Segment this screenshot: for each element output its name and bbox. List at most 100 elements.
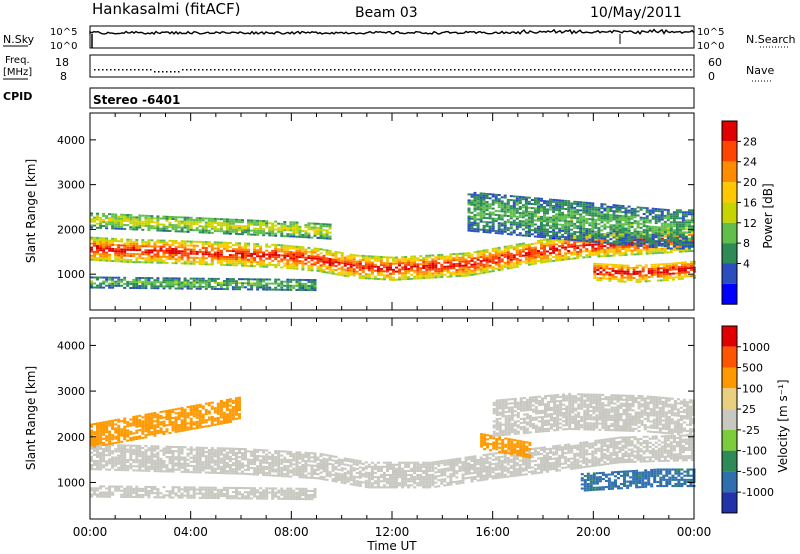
nave-tick-top: 60 [708, 56, 722, 69]
heatmap-cell [216, 288, 220, 290]
heatmap-cell [123, 448, 127, 451]
heatmap-cell [458, 274, 462, 277]
heatmap-cell [247, 258, 250, 261]
heatmap-cell [558, 211, 562, 214]
heatmap-cell [204, 287, 208, 290]
heatmap-cell [150, 455, 154, 458]
heatmap-cell [367, 275, 371, 278]
heatmap-cell [138, 216, 142, 219]
heatmap-cell [582, 223, 586, 226]
freq-dot [370, 69, 372, 71]
heatmap-cell [96, 276, 99, 279]
heatmap-cell [597, 208, 601, 211]
heatmap-cell [549, 216, 552, 219]
heatmap-cell [521, 234, 525, 237]
heatmap-cell [470, 265, 474, 268]
heatmap-cell [343, 258, 347, 261]
heatmap-cell [292, 286, 296, 289]
heatmap-cell [129, 220, 133, 223]
heatmap-cell [443, 265, 447, 268]
heatmap-cell [681, 250, 685, 253]
freq-dot [374, 69, 376, 71]
heatmap-cell [621, 205, 625, 208]
heatmap-cell [573, 200, 577, 203]
heatmap-cell [621, 239, 625, 242]
heatmap-cell [552, 204, 556, 207]
heatmap-cell [379, 270, 383, 273]
heatmap-cell [585, 230, 589, 232]
heatmap-cell [147, 253, 151, 256]
heatmap-cell [126, 280, 130, 283]
heatmap-cell [648, 211, 652, 214]
heatmap-cell [111, 460, 115, 463]
heatmap-cell [253, 265, 257, 268]
heatmap-cell [340, 254, 344, 257]
heatmap-cell [177, 226, 181, 229]
heatmap-cell [576, 219, 580, 222]
heatmap-cell [307, 222, 311, 225]
heatmap-cell [210, 255, 214, 258]
heatmap-cell [210, 247, 214, 250]
heatmap-cell [627, 235, 631, 238]
heatmap-cell [123, 446, 127, 449]
heatmap-cell [543, 232, 546, 235]
heatmap-cell [135, 457, 139, 460]
heatmap-cell [497, 194, 501, 196]
heatmap-cell [310, 257, 314, 260]
heatmap-cell [186, 279, 190, 282]
heatmap-cell [250, 278, 254, 281]
heatmap-cell [280, 244, 284, 247]
heatmap-cell [307, 246, 311, 249]
heatmap-cell [434, 276, 438, 279]
heatmap-cell [612, 242, 616, 245]
heatmap-cell [636, 234, 640, 237]
heatmap-cell [222, 224, 226, 227]
heatmap-cell [111, 221, 115, 224]
heatmap-cell [606, 235, 610, 238]
heatmap-cell [488, 252, 492, 255]
heatmap-cell [364, 255, 368, 258]
heatmap-cell [250, 233, 254, 236]
heatmap-cell [102, 241, 106, 244]
heatmap-cell [512, 209, 516, 212]
heatmap-cell [213, 230, 217, 232]
heatmap-cell [352, 264, 356, 267]
heatmap-cell [108, 245, 112, 248]
heatmap-cell [114, 223, 118, 226]
heatmap-cell [250, 219, 254, 222]
heatmap-cell [364, 261, 368, 264]
heatmap-cell [159, 261, 163, 264]
heatmap-cell [521, 242, 525, 245]
heatmap-cell [108, 221, 112, 224]
heatmap-cell [665, 277, 669, 279]
heatmap-cell [588, 240, 592, 243]
heatmap-cell [150, 221, 154, 224]
heatmap-cell [102, 454, 106, 457]
heatmap-cell [216, 282, 220, 284]
heatmap-cell [216, 230, 220, 233]
heatmap-cell [567, 204, 571, 207]
heatmap-cell [605, 267, 609, 270]
heatmap-cell [195, 221, 199, 224]
heatmap-cell [636, 238, 640, 241]
heatmap-cell [524, 196, 528, 199]
heatmap-cell [642, 238, 646, 241]
heatmap-cell [262, 222, 266, 225]
heatmap-cell [476, 200, 480, 203]
heatmap-cell [633, 236, 637, 239]
heatmap-cell [262, 255, 266, 258]
heatmap-cell [674, 264, 678, 267]
heatmap-cell [482, 204, 486, 207]
heatmap-cell [286, 246, 290, 249]
heatmap-cell [603, 251, 607, 254]
heatmap-cell [666, 247, 670, 250]
heatmap-cell [177, 464, 181, 467]
heatmap-cell [150, 449, 154, 452]
heatmap-cell [464, 252, 468, 255]
heatmap-cell [626, 272, 630, 275]
heatmap-cell [549, 202, 552, 205]
freq-dot [570, 69, 572, 71]
heatmap-cell [636, 222, 640, 225]
heatmap-cell [102, 212, 106, 215]
heatmap-cell [500, 210, 504, 213]
